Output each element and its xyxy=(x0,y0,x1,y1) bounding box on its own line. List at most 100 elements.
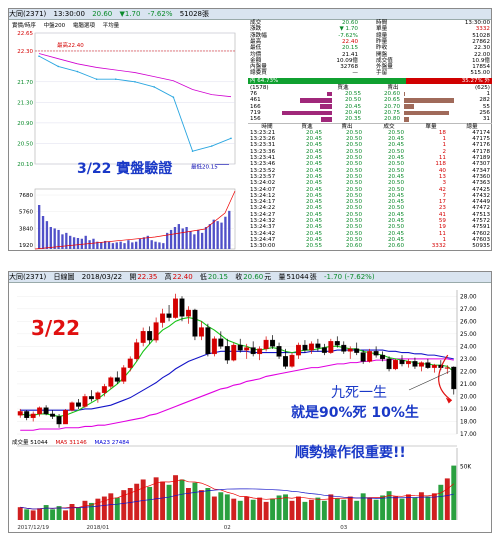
summary-label: 最高 xyxy=(250,38,262,45)
tick-qty: 3 xyxy=(442,180,446,187)
daily-chart: 28.00 27.00 26.00 25.00 24.00 23.00 22.00 21.00… xyxy=(17,290,477,531)
tick-qty: 40 xyxy=(438,167,446,174)
volume-label: 量 xyxy=(278,273,286,281)
tick-qty: 59 xyxy=(438,218,446,224)
candle-body xyxy=(347,348,353,352)
price-point xyxy=(172,96,175,99)
average-price-line xyxy=(38,53,232,98)
tick-time: 13:24:17 xyxy=(250,199,276,206)
volume-legend-total: 成交量 51044 xyxy=(12,440,48,446)
volume-bar xyxy=(257,497,263,520)
low-label: 低 xyxy=(199,273,207,281)
close-label: 收 xyxy=(235,273,243,281)
tick-total: 47307 xyxy=(472,161,490,168)
summary-label: 漲跌幅 xyxy=(250,32,267,39)
tick-total: 47425 xyxy=(472,186,490,193)
open-label: 開 xyxy=(129,273,137,281)
volume-bar xyxy=(154,241,157,249)
tick-ask: 20.50 xyxy=(345,142,362,149)
price-point xyxy=(38,55,40,57)
tick-ask: 20.50 xyxy=(345,155,362,161)
volume-bar xyxy=(216,221,219,249)
tick-bid: 20.45 xyxy=(305,136,322,143)
candle-body xyxy=(334,341,340,346)
candle-body xyxy=(250,347,256,355)
candle-body xyxy=(108,377,114,387)
high-value: 22.40 xyxy=(172,273,193,281)
volume-bar xyxy=(101,496,107,520)
ask-header: 賣出 xyxy=(387,84,399,91)
legend-item[interactable]: 實價/時序 xyxy=(12,23,36,29)
volume-bar xyxy=(158,242,161,249)
intraday-title-bar: 大同(2371) 13:30:00 20.60 ▼1.70 -7.62% 510… xyxy=(9,9,491,20)
price-point xyxy=(191,150,194,152)
tick-total: 47175 xyxy=(472,136,490,143)
volume-bar xyxy=(212,219,215,249)
price-point xyxy=(57,65,59,68)
tick-row: 13:24:32 20.45 20.50 20.45 59 47572 xyxy=(248,218,492,224)
tick-total: 50935 xyxy=(472,243,490,250)
volume-bar xyxy=(386,491,392,520)
price-point xyxy=(115,78,117,81)
volume-ma5-line xyxy=(20,479,454,510)
tick-total: 47189 xyxy=(472,155,490,161)
bid-total: (1578) xyxy=(250,84,269,91)
tick-row: 13:24:02 20.45 20.50 20.50 3 47363 xyxy=(248,180,492,186)
legend-item[interactable]: 平均量 xyxy=(102,23,120,29)
volume-bar xyxy=(444,478,450,520)
tick-bid: 20.45 xyxy=(305,167,322,174)
volume-bar xyxy=(205,488,211,520)
volume-bar xyxy=(399,498,405,520)
price-point xyxy=(211,145,213,147)
summary-value: 17854 xyxy=(472,64,490,71)
candle-body xyxy=(140,331,146,343)
tick-row: 13:24:07 20.45 20.50 20.50 42 47425 xyxy=(248,187,492,193)
bid-qty-bar xyxy=(299,98,332,103)
summary-label: 成交 xyxy=(250,20,262,26)
candle-body xyxy=(367,351,373,362)
volume-legend-ma23: MA23 27484 xyxy=(94,440,130,446)
volume-bar xyxy=(96,241,99,249)
volume-bar xyxy=(200,232,204,249)
volume-bar xyxy=(76,238,80,249)
volume-bar xyxy=(347,496,353,520)
legend-item[interactable]: 中盤200 xyxy=(43,23,66,29)
tick-bid: 20.45 xyxy=(305,199,322,206)
volume-bar xyxy=(283,494,288,520)
date-tick-label: 02 xyxy=(224,525,231,531)
tick-bid: 20.45 xyxy=(305,173,322,180)
bid-qty: 156 xyxy=(250,116,261,123)
candle-body xyxy=(218,338,224,347)
candle-body xyxy=(166,313,172,318)
tick-column-header: 成交 xyxy=(383,123,395,130)
candle-body xyxy=(224,346,230,361)
volume-legend: 成交量 51044 MA5 31146 MA23 27484 xyxy=(12,438,135,446)
tick-row: 13:24:22 20.45 20.50 20.50 23 47472 xyxy=(248,205,492,211)
summary-value: 3332 xyxy=(475,26,490,33)
summary-value: 515.00 xyxy=(470,70,490,77)
y-tick-label: 28.00 xyxy=(460,294,477,300)
summary-label: 金額 xyxy=(250,57,262,64)
tick-row: 13:30:00 20.55 20.60 20.60 3332 50935 xyxy=(248,243,492,249)
y-tick-label: 27.00 xyxy=(460,307,477,313)
date-tick-label: 2017/12/19 xyxy=(17,525,49,531)
tick-row: 13:23:46 20.45 20.50 20.50 118 47307 xyxy=(248,161,492,167)
volume-bar xyxy=(438,484,444,520)
bid-price: 20.45 xyxy=(344,103,361,110)
candle-body xyxy=(134,342,140,360)
intraday-panel: 大同(2371) 13:30:00 20.60 ▼1.70 -7.62% 510… xyxy=(8,8,492,251)
y-tick-label: 23.00 xyxy=(460,357,477,363)
high-label: 高 xyxy=(164,273,172,281)
tick-total: 47360 xyxy=(472,173,490,180)
summary-label: 漲跌 xyxy=(250,26,262,33)
volume-bar xyxy=(88,502,94,520)
bid-price: 20.40 xyxy=(344,109,361,116)
period-label[interactable]: 日線圖 xyxy=(53,273,75,281)
tick-price: 20.50 xyxy=(387,224,404,231)
volume-tick-label: 5760 xyxy=(19,210,33,216)
volume-bar xyxy=(65,232,68,249)
tick-row: 13:24:27 20.45 20.50 20.45 41 47513 xyxy=(248,212,492,218)
legend-item[interactable]: 電腦選項 xyxy=(72,23,95,29)
tick-time: 13:23:21 xyxy=(250,129,276,136)
tick-qty: 118 xyxy=(435,161,446,168)
